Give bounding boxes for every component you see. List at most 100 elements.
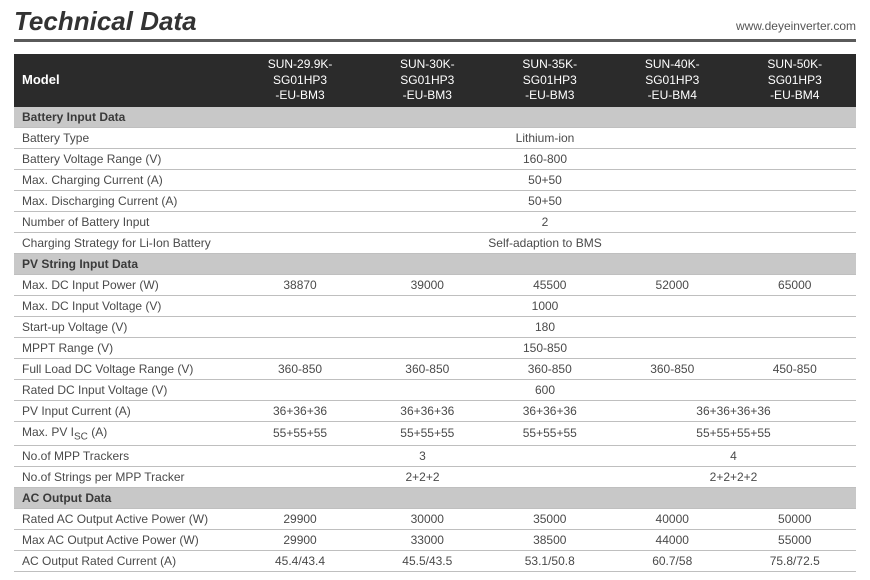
row-value: 360-850 [366, 358, 488, 379]
row-value: Lithium-ion [234, 127, 856, 148]
row-value: 55+55+55 [366, 421, 488, 445]
row-value: 44000 [611, 530, 733, 551]
row-value: 75.8/72.5 [733, 551, 856, 572]
row-value: 50000 [733, 509, 856, 530]
row-value: 29900 [234, 530, 366, 551]
row-value: 150-850 [234, 337, 856, 358]
row-value: 450-850 [733, 358, 856, 379]
row-value: 55+55+55 [234, 421, 366, 445]
table-row: Max. PV ISC (A)55+55+5555+55+5555+55+555… [14, 421, 856, 445]
table-row: Charging Strategy for Li-Ion BatterySelf… [14, 232, 856, 253]
model-header: Model [14, 54, 234, 107]
row-value: 36+36+36 [489, 400, 611, 421]
col-header: SUN-29.9K-SG01HP3-EU-BM3 [234, 54, 366, 107]
row-value: 600 [234, 379, 856, 400]
row-value: 55000 [733, 530, 856, 551]
row-label: Rated DC Input Voltage (V) [14, 379, 234, 400]
col-header: SUN-40K-SG01HP3-EU-BM4 [611, 54, 733, 107]
row-value: 2+2+2 [234, 467, 611, 488]
table-body: Battery Input Data Battery TypeLithium-i… [14, 107, 856, 572]
site-url: www.deyeinverter.com [736, 19, 856, 33]
row-label: Battery Type [14, 127, 234, 148]
row-value: 50+50 [234, 190, 856, 211]
table-row: Number of Battery Input2 [14, 211, 856, 232]
row-value: 36+36+36 [366, 400, 488, 421]
row-value: 55+55+55+55 [611, 421, 856, 445]
row-value: 180 [234, 316, 856, 337]
row-value: 2 [234, 211, 856, 232]
row-value: 50+50 [234, 169, 856, 190]
table-row: PV Input Current (A)36+36+3636+36+3636+3… [14, 400, 856, 421]
table-row: Max AC Output Active Power (W)2990033000… [14, 530, 856, 551]
col-header: SUN-30K-SG01HP3-EU-BM3 [366, 54, 488, 107]
row-value: 45.4/43.4 [234, 551, 366, 572]
table-head: Model SUN-29.9K-SG01HP3-EU-BM3 SUN-30K-S… [14, 54, 856, 107]
section-battery: Battery Input Data [14, 107, 856, 128]
section-ac: AC Output Data [14, 488, 856, 509]
row-label: MPPT Range (V) [14, 337, 234, 358]
table-row: No.of Strings per MPP Tracker2+2+22+2+2+… [14, 467, 856, 488]
row-value: 52000 [611, 274, 733, 295]
row-label: Max. PV ISC (A) [14, 421, 234, 445]
col-header: SUN-35K-SG01HP3-EU-BM3 [489, 54, 611, 107]
table-row: Max. DC Input Power (W)38870390004550052… [14, 274, 856, 295]
table-row: Rated DC Input Voltage (V)600 [14, 379, 856, 400]
row-label: No.of Strings per MPP Tracker [14, 467, 234, 488]
table-row: Start-up Voltage (V)180 [14, 316, 856, 337]
row-value: 38500 [489, 530, 611, 551]
row-value: 45500 [489, 274, 611, 295]
table-row: Max. DC Input Voltage (V)1000 [14, 295, 856, 316]
row-value: 360-850 [234, 358, 366, 379]
technical-data-table: Model SUN-29.9K-SG01HP3-EU-BM3 SUN-30K-S… [14, 54, 856, 572]
row-value: 65000 [733, 274, 856, 295]
row-value: 4 [611, 446, 856, 467]
row-label: Battery Voltage Range (V) [14, 148, 234, 169]
row-label: Max. DC Input Voltage (V) [14, 295, 234, 316]
row-label: Max. Discharging Current (A) [14, 190, 234, 211]
row-value: 38870 [234, 274, 366, 295]
table-row: MPPT Range (V)150-850 [14, 337, 856, 358]
row-value: 60.7/58 [611, 551, 733, 572]
table-row: Full Load DC Voltage Range (V)360-850360… [14, 358, 856, 379]
page-title: Technical Data [14, 6, 197, 37]
table-row: Battery TypeLithium-ion [14, 127, 856, 148]
row-label: Start-up Voltage (V) [14, 316, 234, 337]
row-value: 55+55+55 [489, 421, 611, 445]
row-value: 360-850 [489, 358, 611, 379]
table-row: No.of MPP Trackers34 [14, 446, 856, 467]
row-value: 36+36+36 [234, 400, 366, 421]
table-row: Max. Charging Current (A)50+50 [14, 169, 856, 190]
row-label: Charging Strategy for Li-Ion Battery [14, 232, 234, 253]
row-value: 2+2+2+2 [611, 467, 856, 488]
table-row: Rated AC Output Active Power (W)29900300… [14, 509, 856, 530]
row-value: 53.1/50.8 [489, 551, 611, 572]
section-pv: PV String Input Data [14, 253, 856, 274]
table-row: AC Output Rated Current (A)45.4/43.445.5… [14, 551, 856, 572]
row-label: Full Load DC Voltage Range (V) [14, 358, 234, 379]
row-value: 29900 [234, 509, 366, 530]
row-label: Max AC Output Active Power (W) [14, 530, 234, 551]
row-value: 1000 [234, 295, 856, 316]
table-row: Max. Discharging Current (A)50+50 [14, 190, 856, 211]
row-label: No.of MPP Trackers [14, 446, 234, 467]
col-header: SUN-50K-SG01HP3-EU-BM4 [733, 54, 856, 107]
row-value: 3 [234, 446, 611, 467]
row-value: Self-adaption to BMS [234, 232, 856, 253]
row-value: 45.5/43.5 [366, 551, 488, 572]
row-label: Max. Charging Current (A) [14, 169, 234, 190]
row-value: 360-850 [611, 358, 733, 379]
row-label: Max. DC Input Power (W) [14, 274, 234, 295]
row-label: Number of Battery Input [14, 211, 234, 232]
row-value: 30000 [366, 509, 488, 530]
row-value: 36+36+36+36 [611, 400, 856, 421]
page-header: Technical Data www.deyeinverter.com [14, 6, 856, 42]
table-row: Battery Voltage Range (V)160-800 [14, 148, 856, 169]
row-label: Rated AC Output Active Power (W) [14, 509, 234, 530]
row-value: 40000 [611, 509, 733, 530]
row-value: 35000 [489, 509, 611, 530]
row-value: 160-800 [234, 148, 856, 169]
row-value: 33000 [366, 530, 488, 551]
row-value: 39000 [366, 274, 488, 295]
row-label: PV Input Current (A) [14, 400, 234, 421]
row-label: AC Output Rated Current (A) [14, 551, 234, 572]
